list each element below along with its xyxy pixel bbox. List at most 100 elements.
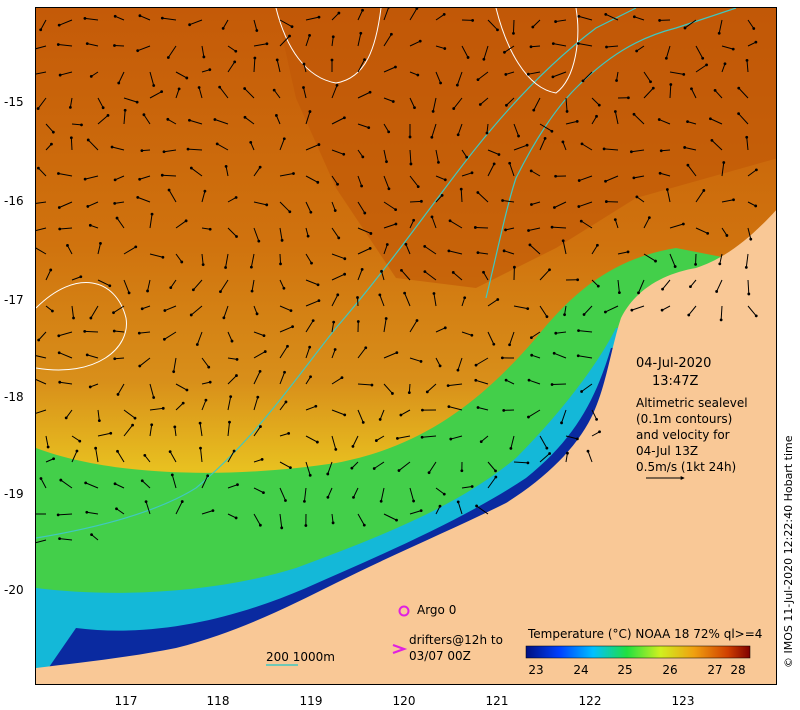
velocity-arrow bbox=[357, 227, 372, 234]
velocity-arrow bbox=[532, 19, 541, 28]
velocity-arrow bbox=[227, 375, 237, 385]
velocity-arrow bbox=[201, 357, 210, 368]
velocity-arrow-head bbox=[280, 526, 284, 530]
velocity-arrow bbox=[331, 149, 344, 155]
velocity-arrow bbox=[605, 305, 619, 313]
velocity-arrow bbox=[684, 146, 697, 151]
velocity-arrow-head bbox=[470, 333, 474, 337]
velocity-arrow bbox=[383, 66, 396, 73]
velocity-arrow-head bbox=[99, 242, 102, 245]
velocity-arrow-head bbox=[58, 227, 62, 231]
velocity-arrow-head bbox=[177, 87, 181, 91]
map-area[interactable]: 04-Jul-2020 13:47Z Altimetric sealevel (… bbox=[35, 7, 777, 685]
velocity-arrow-head bbox=[208, 227, 212, 231]
velocity-arrow-head bbox=[664, 56, 668, 60]
velocity-arrow-head bbox=[49, 268, 53, 272]
velocity-arrow bbox=[591, 409, 598, 420]
velocity-arrow bbox=[669, 223, 684, 229]
velocity-arrow bbox=[539, 453, 550, 463]
velocity-arrow bbox=[405, 244, 411, 255]
velocity-arrow-head bbox=[189, 166, 193, 170]
velocity-arrow-head bbox=[36, 107, 40, 110]
velocity-arrow-head bbox=[36, 166, 40, 170]
velocity-arrow bbox=[175, 88, 180, 99]
velocity-arrow bbox=[137, 45, 151, 52]
velocity-arrow-head bbox=[198, 421, 202, 425]
velocity-arrow bbox=[513, 305, 528, 310]
velocity-arrow-head bbox=[378, 293, 382, 297]
velocity-arrow bbox=[85, 175, 99, 180]
velocity-arrow bbox=[275, 115, 281, 125]
velocity-arrow-head bbox=[550, 225, 554, 229]
velocity-arrow-head bbox=[465, 155, 469, 159]
velocity-arrow-head bbox=[170, 473, 174, 477]
velocity-arrow-head bbox=[68, 106, 72, 109]
velocity-arrow bbox=[665, 45, 671, 59]
velocity-arrow-head bbox=[208, 380, 212, 384]
velocity-arrow bbox=[409, 320, 418, 333]
velocity-arrow-head bbox=[58, 537, 61, 541]
velocity-arrow bbox=[509, 163, 515, 177]
velocity-arrow bbox=[139, 357, 151, 367]
velocity-arrow-head bbox=[665, 188, 669, 191]
velocity-arrow bbox=[721, 63, 726, 73]
velocity-arrow-head bbox=[289, 309, 293, 313]
velocity-arrow-head bbox=[658, 19, 662, 22]
velocity-arrow-head bbox=[604, 200, 608, 203]
velocity-arrow bbox=[139, 331, 151, 334]
velocity-arrow-head bbox=[163, 309, 167, 312]
velocity-arrow bbox=[279, 513, 283, 528]
velocity-arrow-head bbox=[502, 408, 506, 412]
credit-label: © IMOS 11-Jul-2020 12:22:40 Hobart time bbox=[782, 435, 795, 669]
velocity-arrow bbox=[487, 461, 496, 472]
velocity-arrow bbox=[189, 19, 203, 26]
velocity-arrow bbox=[36, 247, 47, 255]
velocity-arrow-head bbox=[334, 447, 338, 451]
velocity-arrow bbox=[738, 87, 749, 99]
velocity-arrow-head bbox=[235, 357, 239, 361]
velocity-arrow-head bbox=[404, 242, 408, 246]
velocity-arrow bbox=[219, 86, 229, 99]
velocity-arrow bbox=[530, 45, 541, 48]
velocity-arrow-head bbox=[437, 160, 440, 164]
velocity-arrow-head bbox=[602, 147, 606, 151]
velocity-arrow bbox=[175, 253, 183, 263]
velocity-arrow-head bbox=[275, 58, 279, 62]
velocity-arrow bbox=[661, 305, 671, 311]
velocity-arrow bbox=[253, 43, 267, 47]
velocity-arrow-head bbox=[577, 14, 581, 18]
velocity-arrow bbox=[357, 33, 362, 47]
velocity-arrow-head bbox=[673, 265, 677, 268]
velocity-arrow bbox=[383, 123, 390, 133]
velocity-arrow bbox=[477, 252, 489, 255]
velocity-arrow-head bbox=[336, 293, 340, 297]
velocity-arrow-head bbox=[56, 43, 60, 46]
velocity-arrow bbox=[747, 279, 750, 294]
velocity-arrow-head bbox=[333, 348, 337, 351]
velocity-arrow-head bbox=[604, 310, 607, 314]
sst-map-canvas bbox=[36, 8, 776, 684]
velocity-arrow-head bbox=[389, 32, 393, 36]
velocity-arrow-head bbox=[185, 76, 189, 80]
velocity-arrow-head bbox=[635, 49, 639, 53]
velocity-arrow bbox=[480, 97, 489, 105]
velocity-arrow-head bbox=[503, 50, 506, 54]
velocity-arrow-head bbox=[331, 35, 335, 39]
velocity-arrow-head bbox=[689, 285, 692, 289]
velocity-arrow bbox=[487, 19, 498, 31]
velocity-arrow-head bbox=[637, 291, 640, 295]
velocity-arrow bbox=[408, 383, 411, 393]
velocity-arrow bbox=[695, 227, 708, 234]
velocity-arrow bbox=[502, 199, 515, 203]
velocity-arrow-head bbox=[384, 317, 388, 320]
velocity-arrow bbox=[453, 97, 463, 109]
drifters-label-2: 03/07 00Z bbox=[409, 649, 471, 663]
velocity-arrow-head bbox=[380, 269, 383, 273]
velocity-arrow-head bbox=[415, 319, 419, 322]
velocity-arrow-head bbox=[304, 524, 308, 527]
velocity-arrow bbox=[746, 137, 749, 151]
velocity-arrow-head bbox=[66, 244, 69, 247]
velocity-arrow bbox=[357, 123, 369, 129]
velocity-arrow bbox=[409, 40, 421, 47]
velocity-arrow bbox=[616, 71, 619, 81]
